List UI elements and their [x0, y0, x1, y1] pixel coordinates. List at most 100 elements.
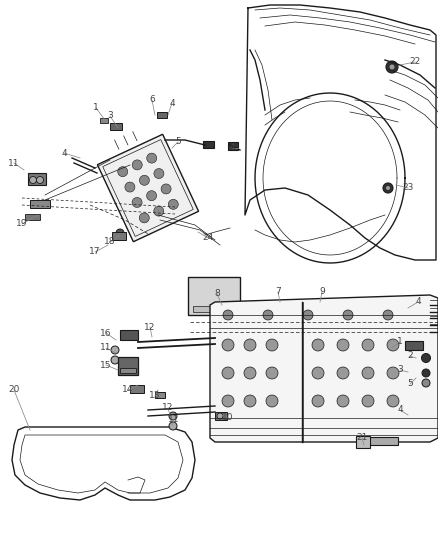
Circle shape	[387, 367, 399, 379]
Bar	[120, 330, 138, 340]
Text: 13: 13	[149, 392, 161, 400]
Bar	[110, 123, 122, 130]
Circle shape	[222, 367, 234, 379]
Circle shape	[337, 367, 349, 379]
Text: 7: 7	[275, 287, 281, 296]
Circle shape	[387, 395, 399, 407]
Text: 5: 5	[407, 379, 413, 389]
Bar	[193, 306, 235, 312]
Circle shape	[147, 153, 157, 163]
Text: 9: 9	[319, 287, 325, 296]
Text: 14: 14	[122, 385, 134, 394]
Circle shape	[29, 176, 36, 183]
Circle shape	[389, 64, 395, 70]
Circle shape	[421, 353, 431, 362]
Text: 5: 5	[175, 138, 181, 147]
Circle shape	[139, 213, 149, 223]
Circle shape	[147, 191, 157, 201]
Circle shape	[337, 339, 349, 351]
Bar	[120, 368, 136, 373]
Text: 12: 12	[162, 403, 174, 413]
Text: 20: 20	[8, 385, 20, 394]
Bar	[100, 118, 108, 123]
Text: 11: 11	[100, 343, 112, 352]
Bar	[405, 341, 423, 350]
Circle shape	[362, 367, 374, 379]
Bar	[368, 437, 398, 445]
Circle shape	[169, 412, 177, 420]
Bar	[356, 436, 370, 448]
Text: 16: 16	[100, 328, 112, 337]
Circle shape	[362, 339, 374, 351]
Text: 23: 23	[403, 183, 413, 192]
Circle shape	[362, 395, 374, 407]
Text: 11: 11	[168, 416, 180, 424]
Circle shape	[244, 339, 256, 351]
Text: 4: 4	[169, 99, 175, 108]
Circle shape	[312, 395, 324, 407]
Circle shape	[266, 367, 278, 379]
Bar	[228, 142, 238, 150]
Text: 22: 22	[410, 58, 420, 67]
Circle shape	[303, 310, 313, 320]
Circle shape	[125, 182, 135, 192]
Text: 17: 17	[89, 247, 101, 256]
Text: 10: 10	[222, 414, 234, 423]
Circle shape	[244, 395, 256, 407]
Bar	[30, 200, 50, 208]
Bar	[155, 392, 165, 398]
Circle shape	[154, 168, 164, 179]
Bar	[28, 173, 46, 185]
Circle shape	[266, 339, 278, 351]
Text: 3: 3	[397, 366, 403, 375]
Circle shape	[222, 395, 234, 407]
Circle shape	[383, 183, 393, 193]
Circle shape	[266, 395, 278, 407]
Text: 19: 19	[16, 220, 28, 229]
Text: 24: 24	[202, 233, 214, 243]
Circle shape	[168, 199, 178, 209]
Text: 4: 4	[397, 406, 403, 415]
Circle shape	[422, 379, 430, 387]
Text: 8: 8	[214, 289, 220, 298]
Text: 4: 4	[415, 297, 421, 306]
Text: 12: 12	[144, 322, 155, 332]
Bar	[203, 141, 214, 148]
Polygon shape	[210, 295, 438, 442]
Text: 6: 6	[149, 95, 155, 104]
Circle shape	[118, 167, 128, 176]
Circle shape	[132, 197, 142, 207]
Circle shape	[312, 339, 324, 351]
Circle shape	[386, 61, 398, 73]
Text: 15: 15	[100, 360, 112, 369]
Circle shape	[337, 395, 349, 407]
Bar	[118, 357, 138, 375]
Bar	[25, 214, 40, 220]
Bar	[130, 385, 144, 393]
Circle shape	[222, 339, 234, 351]
Bar	[112, 232, 126, 240]
Circle shape	[383, 310, 393, 320]
Circle shape	[161, 184, 171, 194]
Polygon shape	[97, 134, 198, 242]
Bar	[215, 412, 227, 420]
Circle shape	[312, 367, 324, 379]
Text: 21: 21	[356, 433, 367, 442]
Circle shape	[169, 422, 177, 430]
Text: 1: 1	[93, 103, 99, 112]
Circle shape	[132, 160, 142, 170]
Circle shape	[385, 185, 391, 190]
Circle shape	[116, 229, 124, 237]
Circle shape	[387, 339, 399, 351]
Circle shape	[36, 176, 43, 183]
Circle shape	[343, 310, 353, 320]
Bar	[157, 112, 167, 118]
Text: 1: 1	[397, 337, 403, 346]
Circle shape	[244, 367, 256, 379]
Text: 3: 3	[107, 111, 113, 120]
Circle shape	[223, 310, 233, 320]
Circle shape	[217, 413, 223, 419]
Circle shape	[263, 310, 273, 320]
Circle shape	[139, 175, 149, 185]
Circle shape	[154, 206, 164, 216]
